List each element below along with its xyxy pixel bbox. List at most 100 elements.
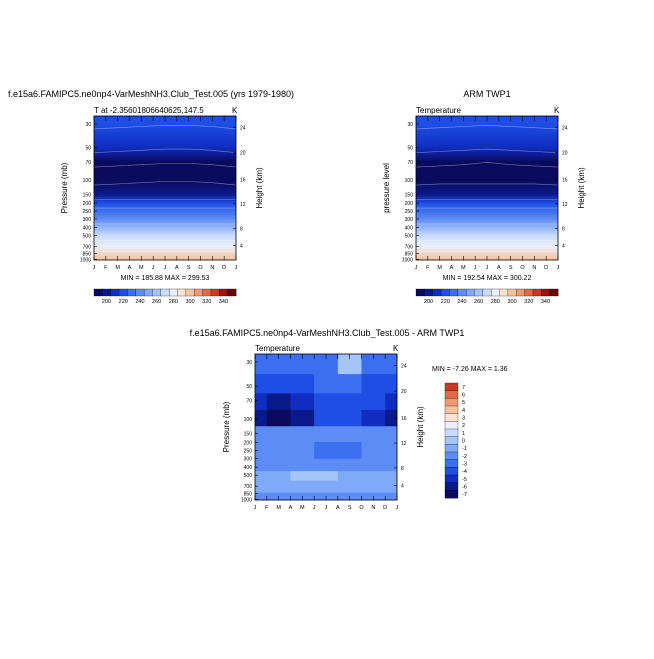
diff-minmax: MIN = -7.26 MAX = 1.36 [432,366,508,373]
temperature-contour [93,163,237,168]
colorbar-swatch [444,482,459,491]
diff-cell [361,374,386,394]
colorbar-swatch [118,288,128,297]
colorbar-swatch [102,288,112,297]
diff-cell [385,426,398,443]
month-tick-label: D [383,505,387,511]
pressure-tick-label: 300 [244,456,253,462]
diff-cell [337,409,362,427]
pressure-tick-label: 70 [85,160,91,166]
pressure-tick-label: 70 [246,399,252,405]
temperature-contour [415,161,559,168]
pressure-tick-label: 1000 [241,497,252,503]
pressure-tick-label: 30 [85,122,91,128]
pressure-tick-label: 50 [85,146,91,152]
pressure-tick-label: 500 [83,234,92,240]
month-tick-label: J [313,505,316,511]
colorbar-label: 4 [462,408,465,414]
pressure-tick-label: 50 [407,146,413,152]
diff-cell [314,471,339,481]
diff-cell [255,492,268,501]
colorbar-label: 240 [135,299,144,305]
diff-cell [385,458,398,472]
month-tick-label: J [396,505,399,511]
pressure-tick-label: 300 [83,217,92,223]
colorbar-label: 340 [541,299,550,305]
temperature-contour [415,183,559,186]
pressure-tick-label: 1000 [402,257,413,263]
diff-cell [385,492,398,501]
colorbar-swatch [152,288,162,297]
temperature-contour [93,181,237,186]
colorbar-swatch [219,288,228,297]
colorbar-label: -1 [462,446,467,452]
obs-minmax: MIN = 192.54 MAX = 300.22 [443,275,532,282]
colorbar-swatch [444,451,459,461]
colorbar-label: 1 [462,431,465,437]
month-tick-label: N [210,265,214,271]
model-units: K [232,106,238,115]
month-tick-label: A [336,505,340,511]
pressure-tick-label: 250 [405,209,414,215]
diff-cell [337,374,362,394]
diff-cell [385,471,398,481]
colorbar-swatch [160,288,170,297]
diff-cell [290,471,315,481]
diff-cell [314,426,339,443]
colorbar-swatch [444,390,459,399]
month-tick-label: S [187,265,191,271]
month-tick-label: M [115,265,120,271]
colorbar-label: -5 [462,477,467,483]
diff-subtitle: Temperature [255,344,300,353]
colorbar-swatch [444,413,459,422]
month-tick-label: A [128,265,132,271]
diff-cell [266,393,291,411]
month-tick-label: J [415,265,418,271]
month-tick-label: O [198,265,203,271]
diff-cell [266,441,291,460]
month-tick-label: J [557,265,560,271]
pressure-tick-label: 150 [244,432,253,438]
diff-cell [314,393,339,411]
diff-cell [266,480,291,493]
height-tick-label: 16 [240,177,246,183]
pressure-tick-label: 700 [244,484,253,490]
colorbar-swatch [444,382,459,392]
diff-temperature-field [255,354,398,501]
month-tick-label: M [300,505,305,511]
model-temperature-field [94,116,236,260]
diff-cell [266,409,291,427]
height-tick-label: 4 [240,244,243,250]
model-minmax: MIN = 185.88 MAX = 299.53 [121,275,210,282]
colorbar-swatch [444,474,459,484]
pressure-tick-label: 850 [244,491,253,497]
temperature-contour [415,148,559,153]
model-colorbar: 200 220 240 260 280 300 320 340 [93,288,237,305]
model-panel: T at -2.35601806640625,147.5 K Pressure … [60,106,264,305]
diff-cell [361,480,386,493]
month-tick-label: S [348,505,352,511]
colorbar-swatch [432,288,442,297]
obs-panel: Temperature K pressure level Height (km)… [382,106,586,305]
month-tick-label: M [276,505,281,511]
pressure-tick-label: 700 [405,244,414,250]
colorbar-swatch [440,288,450,297]
colorbar-swatch [444,421,459,430]
diff-cell [290,374,315,394]
colorbar-swatch [210,288,220,297]
diff-colorbar: 7 65 4 32 1 0-1 -2 -3-4 -5 -6-7 [444,382,467,499]
colorbar-label: 280 [169,299,178,305]
month-tick-label: A [497,265,501,271]
month-tick-label: M [461,265,466,271]
diff-cell [314,480,339,493]
colorbar-label: 260 [152,299,161,305]
colorbar-swatch [93,288,103,297]
diff-cell [314,354,339,375]
colorbar-swatch [444,405,459,415]
temperature-contour [415,124,559,130]
diff-cell [255,441,268,460]
month-tick-label: J [152,265,155,271]
pressure-tick-label: 70 [407,160,413,166]
temperature-contour [93,148,237,153]
